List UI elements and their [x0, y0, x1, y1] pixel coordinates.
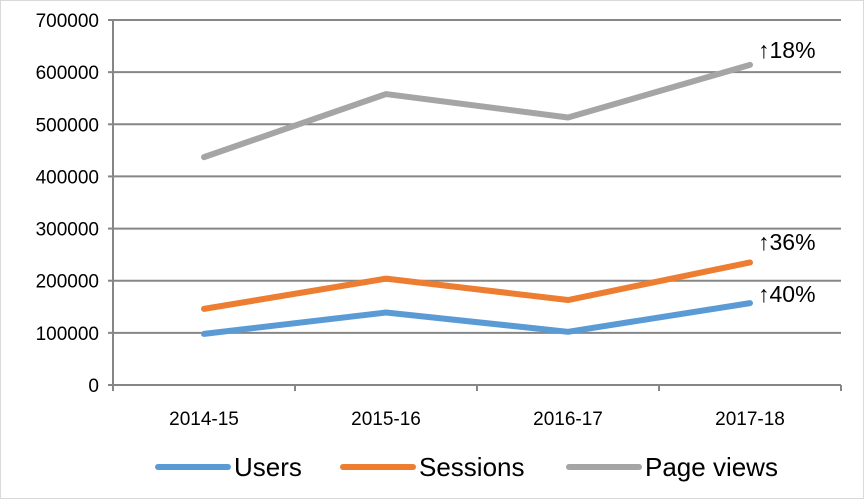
- x-tick-label: 2017-18: [715, 409, 785, 430]
- legend-label: Users: [234, 452, 302, 482]
- growth-annotation: ↑18%: [758, 37, 816, 63]
- y-tick-label: 0: [88, 376, 99, 397]
- legend-label: Page views: [645, 452, 778, 482]
- y-tick-label: 400000: [36, 167, 99, 188]
- growth-annotation: ↑36%: [758, 229, 816, 255]
- x-tick-label: 2014-15: [169, 409, 239, 430]
- x-tick-label: 2016-17: [533, 409, 603, 430]
- y-tick-label: 500000: [36, 115, 99, 136]
- y-tick-label: 600000: [36, 63, 99, 84]
- y-tick-label: 300000: [36, 220, 99, 241]
- y-tick-label: 100000: [36, 324, 99, 345]
- legend-label: Sessions: [419, 452, 525, 482]
- x-tick-label: 2015-16: [351, 409, 421, 430]
- growth-annotation: ↑40%: [758, 281, 816, 307]
- legend: Users Sessions Page views: [158, 452, 778, 482]
- y-tick-label: 200000: [36, 272, 99, 293]
- y-tick-label: 700000: [36, 11, 99, 32]
